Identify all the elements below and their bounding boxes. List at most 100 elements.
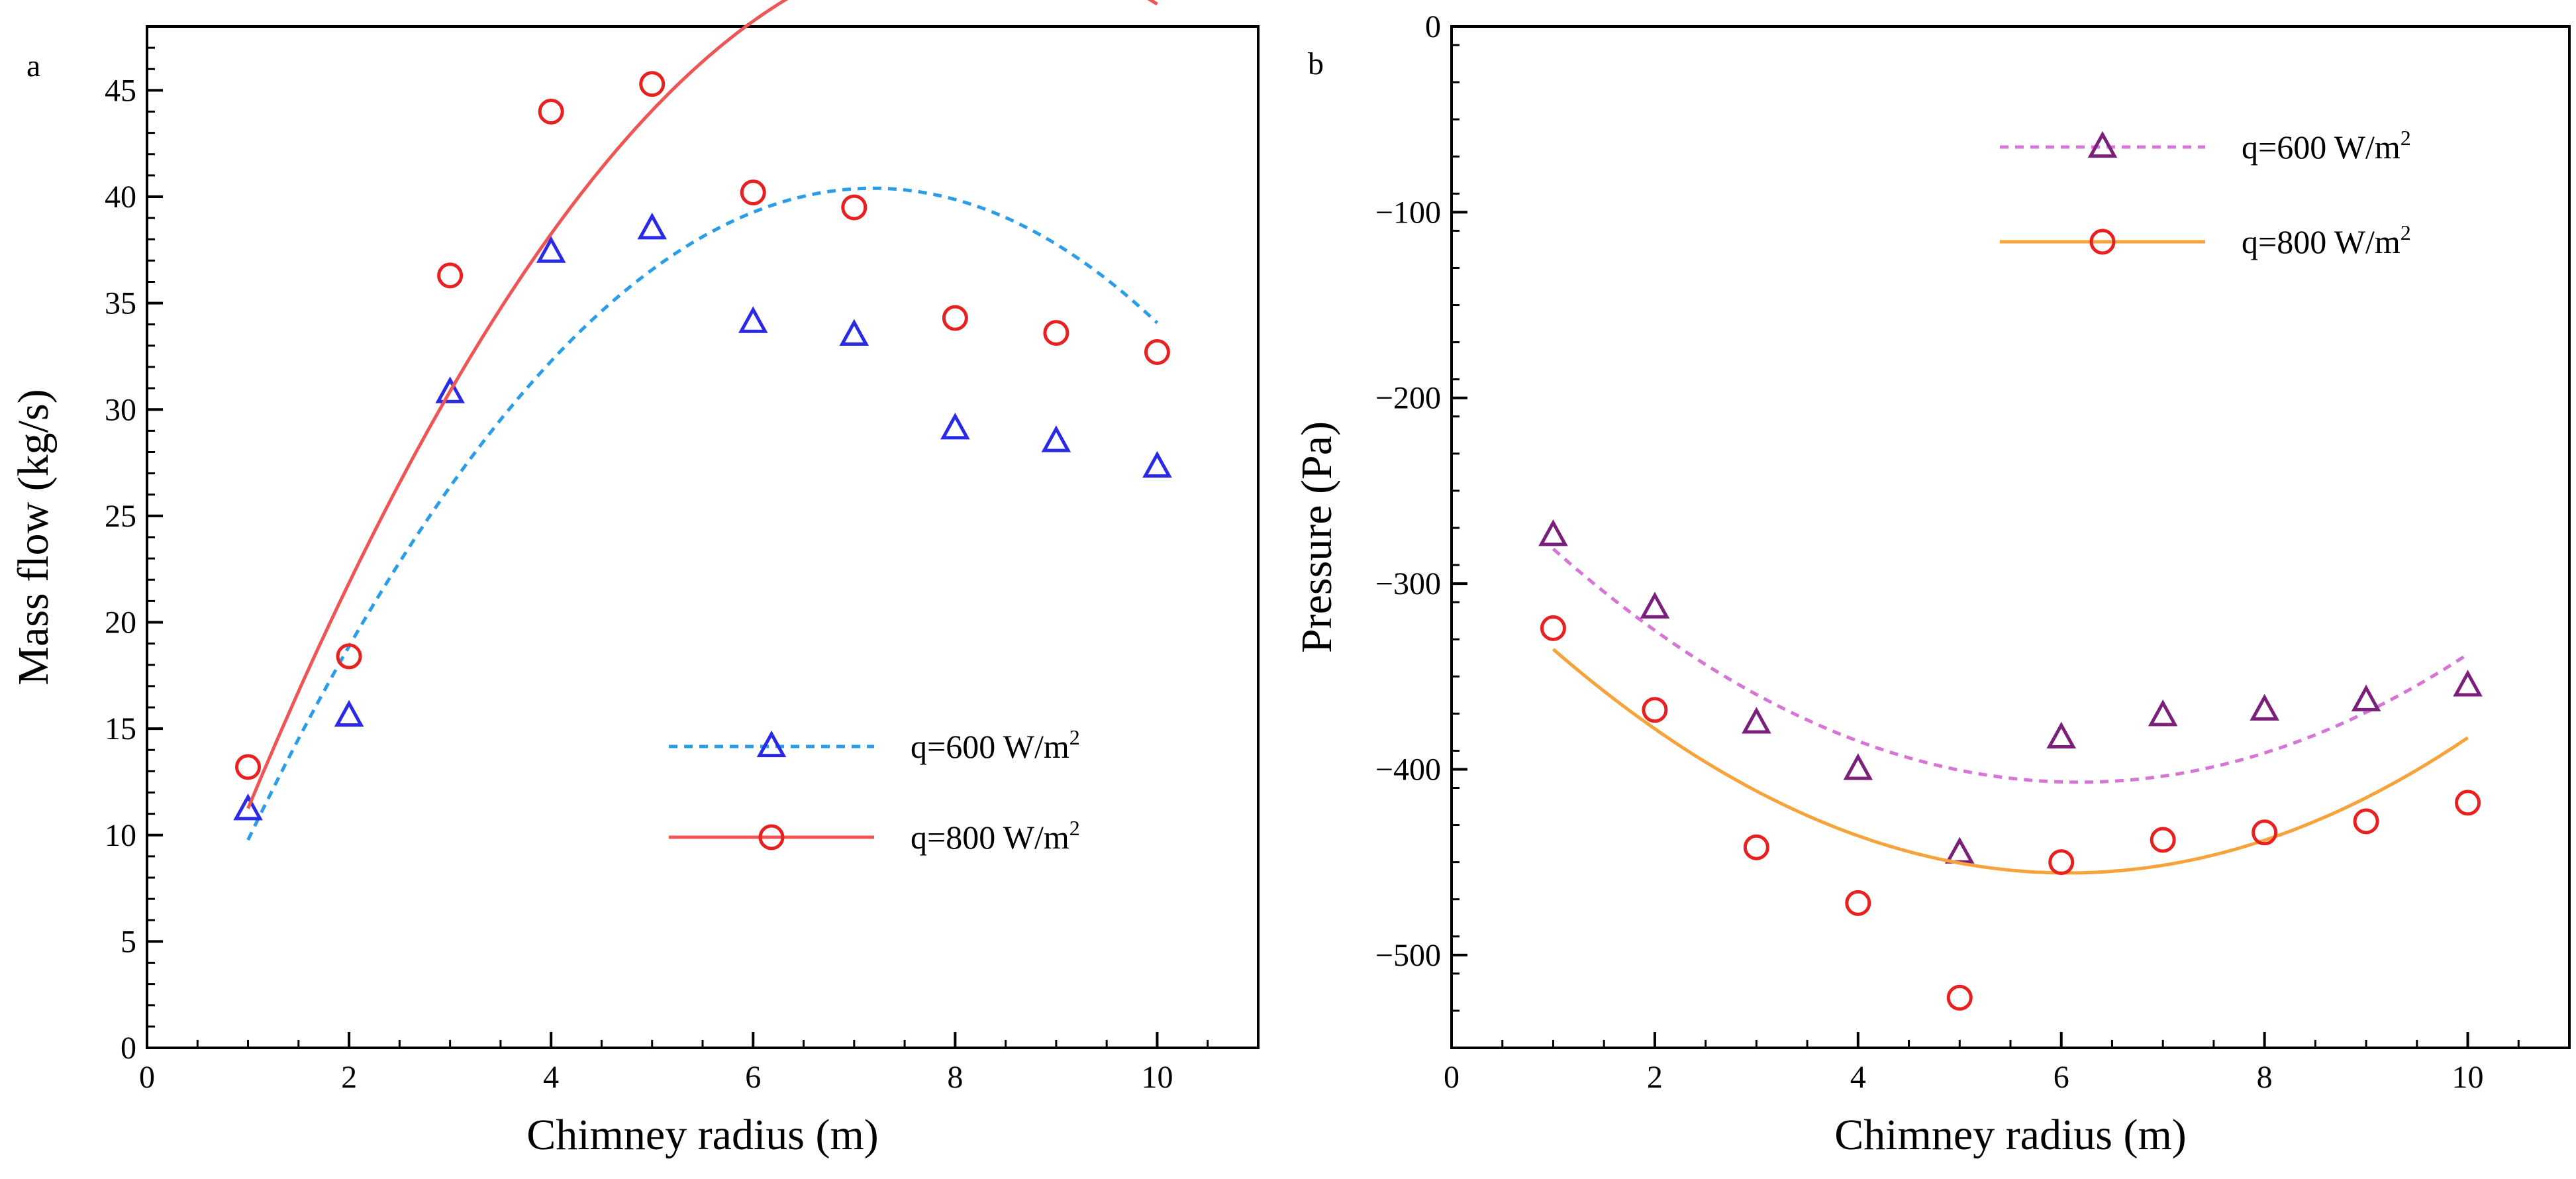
y-tick-label: 30 xyxy=(105,392,136,427)
plot-frame xyxy=(146,25,1260,1049)
data-point xyxy=(437,262,464,289)
legend-marker xyxy=(758,824,785,850)
x-tick-label: 8 xyxy=(2257,1060,2273,1095)
data-point xyxy=(2252,819,2278,846)
x-tick-label: 4 xyxy=(1850,1060,1866,1095)
data-point xyxy=(336,643,362,670)
y-axis-title: Mass flow (kg/s) xyxy=(9,389,58,685)
data-point xyxy=(233,794,263,821)
data-point xyxy=(1743,834,1769,860)
y-tick-label: 10 xyxy=(105,818,136,853)
y-tick-label: 35 xyxy=(105,286,136,321)
legend-marker xyxy=(2087,130,2118,158)
x-axis-title: Chimney radius (m) xyxy=(1834,1111,2187,1159)
x-tick-label: 4 xyxy=(543,1060,559,1095)
legend-label-superscript: 2 xyxy=(2401,221,2411,244)
x-axis-title: Chimney radius (m) xyxy=(526,1111,879,1159)
data-point xyxy=(538,99,564,125)
legend-entry-2: q=800 W/m2 xyxy=(669,816,1080,856)
series-1 xyxy=(1538,519,2483,864)
data-point xyxy=(1944,837,1975,864)
legend-entry-2: q=800 W/m2 xyxy=(2000,221,2411,260)
legend-label-superscript: 2 xyxy=(2401,126,2411,150)
data-point xyxy=(740,179,766,206)
data-point xyxy=(1640,591,1670,619)
data-point xyxy=(940,412,970,440)
data-point xyxy=(1843,753,1873,780)
data-point xyxy=(1845,890,1871,916)
fit-curve xyxy=(246,0,1158,809)
data-point xyxy=(2150,827,2176,853)
data-point xyxy=(2453,670,2483,697)
legend-marker xyxy=(756,730,787,758)
y-tick-label: −500 xyxy=(1375,938,1441,973)
y-tick-label: 25 xyxy=(105,499,136,534)
data-point xyxy=(841,194,867,221)
data-point xyxy=(435,376,465,403)
legend-label: q=800 W/m2 xyxy=(911,816,1080,856)
data-point xyxy=(1540,615,1566,641)
data-point xyxy=(738,306,768,333)
data-point xyxy=(839,319,869,346)
data-point xyxy=(2148,699,2178,727)
y-tick-label: −100 xyxy=(1375,195,1441,230)
data-point xyxy=(1043,320,1069,346)
chart-panel-b: 0 2 4 6 8 10 0 −100 −200 −300 −400 −500 Chimney radi… xyxy=(1293,9,2571,1159)
data-point xyxy=(1742,707,1771,734)
data-point xyxy=(334,699,364,727)
legend-marker xyxy=(2089,229,2116,255)
x-tick-label: 10 xyxy=(2452,1060,2484,1095)
legend-label: q=600 W/m2 xyxy=(2242,126,2411,166)
panel-letter: a xyxy=(26,48,40,83)
data-point xyxy=(2353,808,2379,835)
plot-frame xyxy=(1450,25,2571,1049)
legend-label: q=600 W/m2 xyxy=(911,725,1080,765)
x-tick-label: 10 xyxy=(1141,1060,1173,1095)
y-tick-label: −400 xyxy=(1375,752,1441,787)
data-point xyxy=(2351,684,2381,711)
chart-panel-a: 0 2 4 6 8 10 0 5 10 15 20 25 30 35 40 45 Chimney radius … xyxy=(9,0,1260,1159)
series-1 xyxy=(233,186,1172,841)
legend-label-superscript: 2 xyxy=(1069,816,1080,840)
data-point xyxy=(1538,519,1568,546)
x-tick-label: 6 xyxy=(2054,1060,2069,1095)
data-point xyxy=(2250,693,2279,721)
fit-curve xyxy=(1552,547,2469,784)
fit-curve xyxy=(246,186,1159,841)
y-tick-label: 5 xyxy=(121,924,136,959)
data-point xyxy=(536,236,566,263)
data-point xyxy=(2455,790,2481,816)
x-tick-label: 0 xyxy=(1444,1060,1460,1095)
data-point xyxy=(1946,984,1973,1011)
series-2 xyxy=(1540,615,2481,1011)
data-point xyxy=(1642,697,1668,723)
series-2 xyxy=(235,0,1170,809)
panel-letter: b xyxy=(1308,46,1324,81)
fit-curve xyxy=(1552,648,2469,875)
legend-label: q=800 W/m2 xyxy=(2242,221,2411,260)
x-tick-label: 8 xyxy=(947,1060,963,1095)
data-point xyxy=(1041,425,1071,452)
data-point xyxy=(2048,849,2075,876)
data-point xyxy=(942,305,968,331)
legend-label-superscript: 2 xyxy=(1069,725,1080,749)
y-tick-label: 0 xyxy=(121,1031,136,1066)
y-tick-label: 15 xyxy=(105,711,136,746)
y-tick-label: 20 xyxy=(105,605,136,641)
x-tick-label: 6 xyxy=(745,1060,761,1095)
data-point xyxy=(2046,721,2077,748)
data-point xyxy=(1144,339,1170,366)
x-tick-label: 2 xyxy=(1647,1060,1663,1095)
legend-entry-1: q=600 W/m2 xyxy=(669,725,1080,765)
y-tick-label: −300 xyxy=(1375,566,1441,601)
data-point xyxy=(637,213,668,240)
y-tick-label: 40 xyxy=(105,179,136,215)
legend-entry-1: q=600 W/m2 xyxy=(2000,126,2411,166)
y-axis-title: Pressure (Pa) xyxy=(1293,421,1341,653)
data-point xyxy=(639,71,666,97)
data-point xyxy=(1142,450,1172,478)
y-tick-label: 0 xyxy=(1425,9,1441,44)
x-tick-label: 2 xyxy=(341,1060,357,1095)
y-tick-label: 45 xyxy=(105,73,136,108)
